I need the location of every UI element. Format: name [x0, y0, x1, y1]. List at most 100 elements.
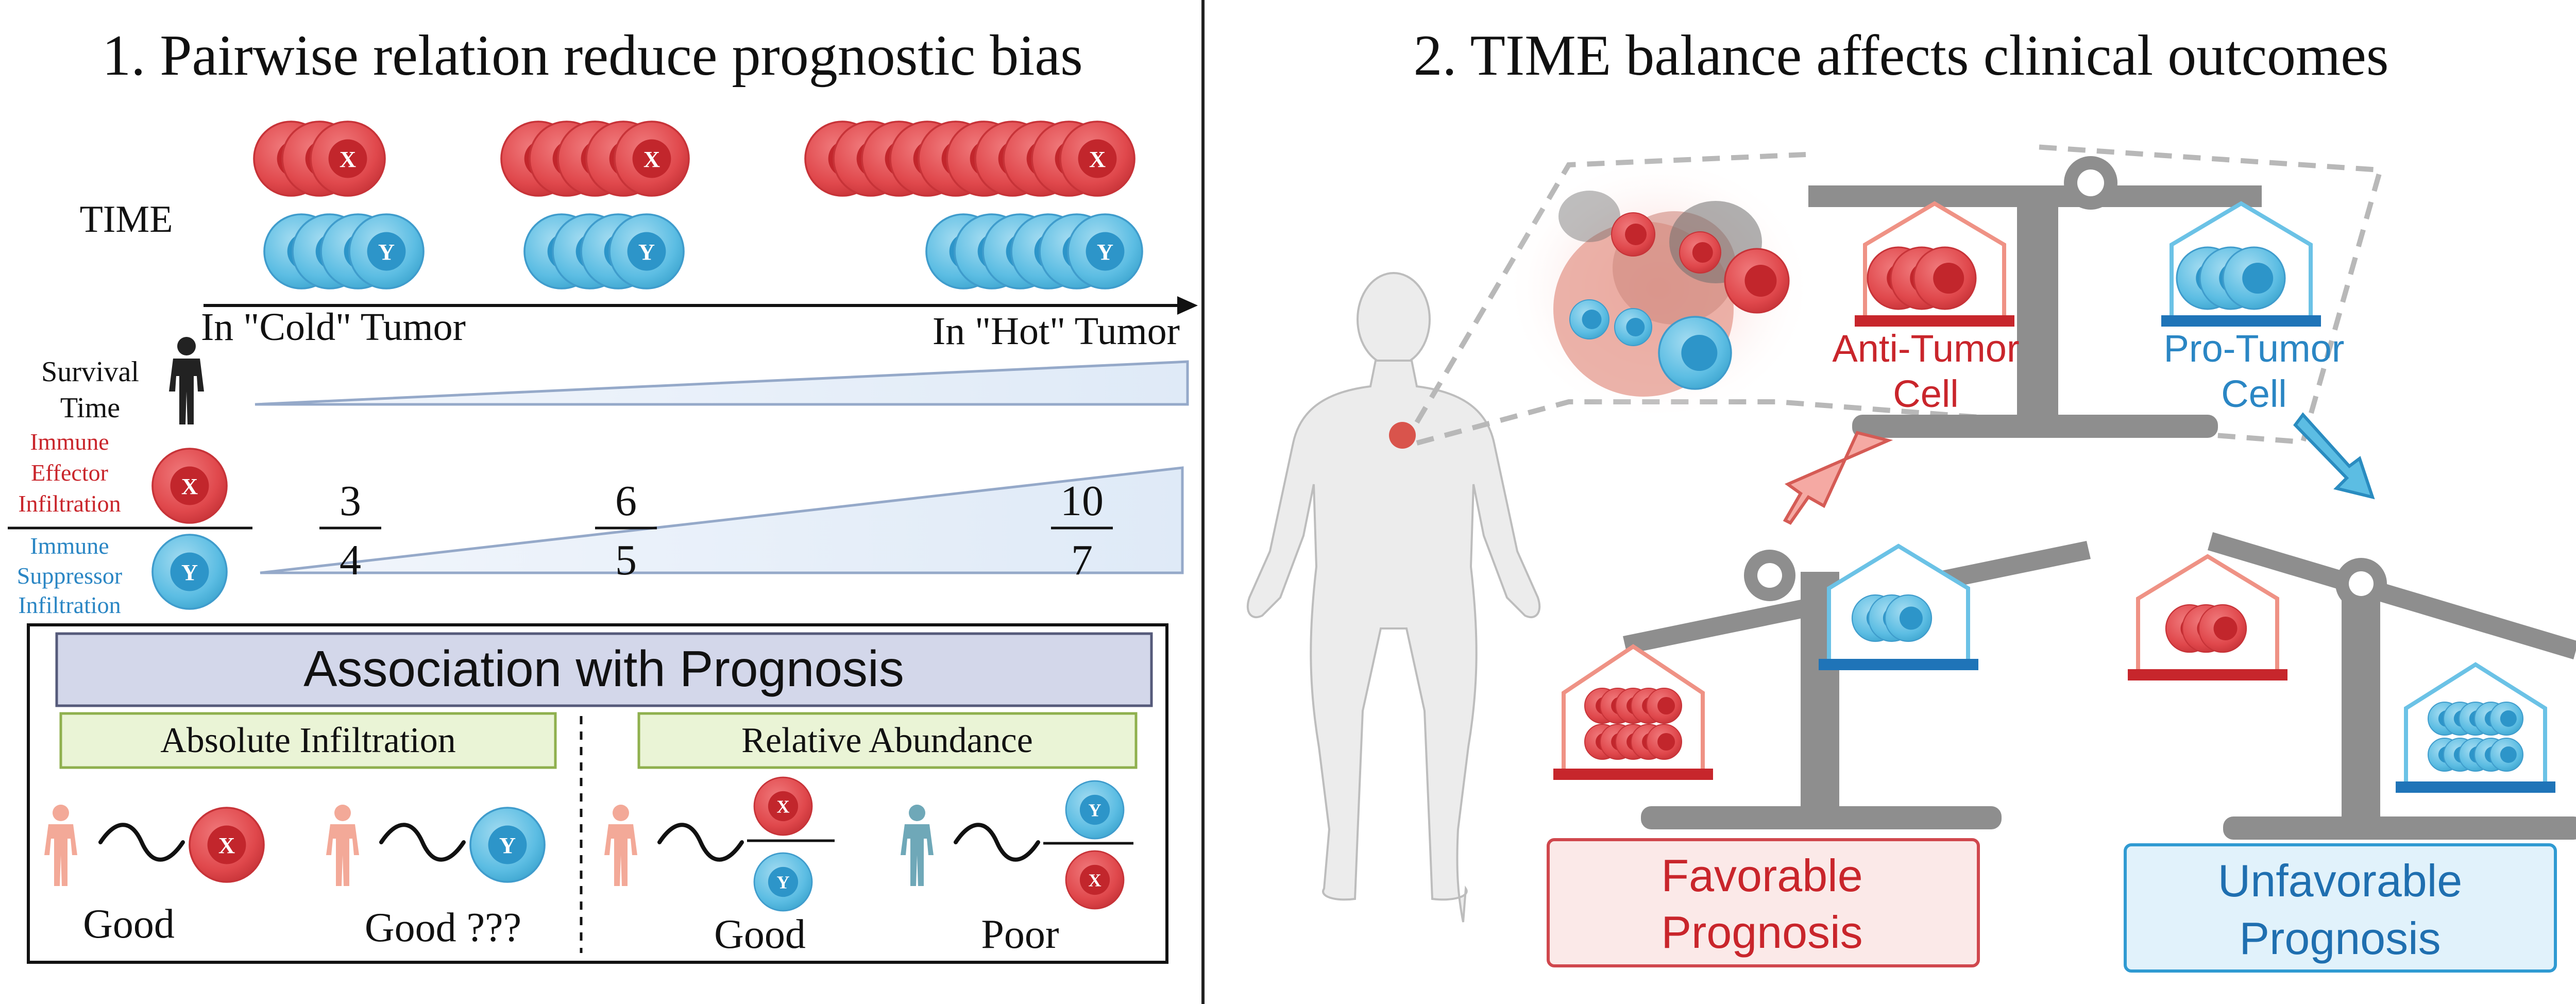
relative-effector-den-cell: X [1065, 850, 1125, 910]
correlation-icon-4 [954, 823, 1040, 862]
anti-tumor-label-2: Cell [1893, 372, 1958, 415]
tme-red-cell-1 [1611, 212, 1656, 257]
unfavorable-balance-scale [2128, 532, 2576, 840]
ratio-wedge [260, 466, 1184, 574]
anti-tumor-label-1: Anti-Tumor [1832, 327, 2019, 370]
svg-text:Infiltration: Infiltration [18, 592, 121, 618]
outcome-3: Good [714, 912, 806, 957]
favorable-blue-cell-3 [1884, 594, 1933, 642]
svg-text:Infiltration: Infiltration [18, 490, 121, 517]
favorable-red-cell-row1-5 [1646, 688, 1682, 724]
svg-text:Y: Y [181, 559, 198, 585]
svg-text:Suppressor: Suppressor [17, 563, 122, 589]
favorable-scale-cells [1584, 594, 1933, 760]
svg-text:Immune: Immune [30, 533, 109, 559]
unfavorable-label-2: Prognosis [2239, 913, 2441, 964]
association-header [55, 632, 1153, 707]
pro-tumor-label-1: Pro-Tumor [2164, 327, 2345, 370]
zoom-outline [1414, 152, 1806, 424]
tumor-axis-arrowhead [1177, 296, 1198, 315]
suppressor-cell-mid-4: Y [608, 213, 685, 290]
survival-label-1: Survival [41, 356, 139, 388]
left-panel-title: 1. Pairwise relation reduce prognostic b… [102, 24, 1082, 88]
relative-header [637, 712, 1138, 769]
absolute-suppressor-cell: Y [469, 807, 546, 883]
association-title: Association with Prognosis [303, 640, 904, 697]
tumor-spot-icon [1389, 422, 1416, 449]
svg-text:6: 6 [615, 477, 637, 525]
suppressor-cell-cold-4: Y [348, 213, 425, 290]
anti-tumor-cell-3 [1913, 246, 1977, 310]
pro-tumor-cell-3 [2222, 246, 2286, 310]
svg-text:4: 4 [340, 536, 361, 584]
unfavorable-blue-cell-row2-5 [2489, 738, 2523, 772]
right-panel-title: 2. TIME balance affects clinical outcome… [1414, 24, 2389, 88]
person-icon-good-2 [326, 805, 359, 886]
unfavorable-blue-cell-row1-5 [2489, 702, 2523, 736]
absolute-title: Absolute Infiltration [160, 721, 456, 760]
svg-text:Y: Y [638, 239, 655, 265]
pro-tumor-label-2: Cell [2221, 372, 2286, 415]
correlation-icon-1 [98, 823, 185, 862]
effector-cell-cold-3: X [310, 121, 386, 197]
svg-text:10: 10 [1060, 477, 1104, 525]
svg-text:X: X [181, 473, 198, 499]
absolute-header [59, 712, 557, 769]
favorable-box [1547, 838, 1980, 967]
human-body-icon [1246, 272, 1541, 923]
svg-text:Effector: Effector [31, 460, 108, 486]
ratio-2: 65 [595, 477, 657, 584]
human-icon [169, 337, 204, 424]
tme-cells [1569, 212, 1790, 390]
absolute-effector-cell: X [189, 807, 265, 883]
top-balance-scale [1808, 156, 2262, 438]
favorable-label-1: Favorable [1661, 850, 1862, 901]
svg-text:Y: Y [378, 239, 395, 265]
pro-tumor-cells [2176, 246, 2286, 310]
svg-text:X: X [776, 796, 789, 816]
survival-label-2: Time [60, 392, 120, 424]
favorable-red-cell-row2-5 [1646, 724, 1682, 760]
ratio-3: 107 [1051, 477, 1113, 584]
ratio-1: 34 [319, 477, 381, 584]
svg-text:3: 3 [340, 477, 361, 525]
unfavorable-label-1: Unfavorable [2218, 855, 2463, 906]
favorable-balance-scale [1553, 541, 2091, 829]
time-label: TIME [80, 198, 173, 241]
tme-red-cell-3 [1724, 248, 1790, 314]
left-panel: 1. Pairwise relation reduce prognostic b… [8, 24, 1198, 964]
svg-text:Y: Y [776, 872, 789, 892]
favorable-arrow-icon [1783, 431, 1893, 525]
svg-text:Y: Y [1097, 239, 1113, 265]
unfavorable-scale-cells [2165, 604, 2523, 772]
right-panel: 2. TIME balance affects clinical outcome… [1246, 24, 2576, 973]
svg-text:X: X [1088, 870, 1101, 890]
person-icon-poor [901, 805, 934, 886]
relative-effector-num-cell: X [753, 776, 813, 836]
relative-suppressor-num-cell: Y [1065, 780, 1125, 840]
cold-tumor-label: In "Cold" Tumor [201, 305, 466, 349]
person-icon-good-1 [44, 805, 77, 886]
correlation-icon-2 [379, 823, 466, 862]
unfavorable-red-cell-3 [2198, 604, 2247, 653]
person-icon-good-3 [604, 805, 637, 886]
svg-text:5: 5 [615, 536, 637, 584]
unfavorable-arrow-icon [2293, 412, 2375, 500]
tme-blue-cell-3 [1658, 316, 1732, 390]
suppressor-ratio-cell: Y [151, 534, 228, 610]
anti-tumor-cells [1867, 246, 1977, 310]
effector-label: Immune Effector Infiltration [18, 429, 121, 517]
relative-suppressor-den-cell: Y [753, 852, 813, 912]
effector-cell-hot-10: X [1059, 121, 1136, 197]
outcome-2: Good ??? [365, 905, 521, 950]
unfavorable-box [2124, 843, 2557, 973]
outcome-4: Poor [981, 912, 1059, 957]
svg-text:X: X [340, 146, 356, 172]
effector-cell-mid-5: X [614, 121, 690, 197]
outcome-1: Good [83, 901, 175, 947]
svg-text:X: X [218, 832, 235, 858]
svg-text:X: X [643, 146, 660, 172]
tme-red-cell-2 [1679, 231, 1721, 274]
